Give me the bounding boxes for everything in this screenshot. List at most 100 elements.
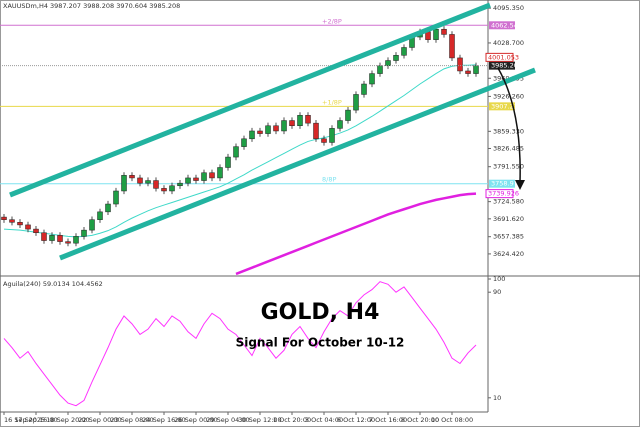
level-value: 4062.54: [491, 21, 518, 29]
y-tick-label: 4028.700: [493, 39, 524, 47]
ma-box: [485, 189, 514, 199]
candle-body: [393, 55, 399, 61]
candle-body: [257, 130, 263, 134]
candle-body: [25, 224, 31, 230]
overlay-subtitle: Signal For October 10-12: [236, 336, 405, 350]
last-price-label: 3985.208: [491, 62, 522, 70]
indicator-title: Aguila(240) 59.0134 104.4562: [3, 280, 103, 288]
candle-body: [313, 122, 319, 140]
candle-body: [457, 57, 463, 72]
x-tick-label: 24 Sep 16:00: [142, 416, 185, 424]
candle-body: [217, 167, 223, 179]
y-tick-label: 100: [493, 275, 505, 283]
candle-body: [449, 34, 455, 59]
candle-body: [361, 83, 367, 95]
candle-body: [337, 120, 343, 129]
last-price-box: [489, 61, 515, 70]
candle-body: [65, 241, 71, 244]
level-value: 3907.21: [491, 102, 518, 110]
candle-body: [441, 28, 447, 35]
level-box: [489, 102, 515, 111]
x-tick-label: 16 Sep 2025: [4, 416, 45, 424]
candle-body: [89, 219, 95, 231]
candle-body: [329, 128, 335, 143]
candle-body: [473, 65, 479, 74]
candle-body: [289, 120, 295, 127]
y-tick-label: 10: [493, 394, 501, 402]
price-marker-label: 4001.053: [488, 53, 519, 61]
candle-body: [297, 115, 303, 127]
arrow-head: [515, 180, 525, 190]
moving-average: [235, 192, 477, 276]
candle-body: [145, 180, 151, 184]
candle-body: [57, 235, 63, 242]
y-tick-label: 3926.260: [493, 92, 524, 100]
x-tick-label: 17 Sep 16:00: [14, 416, 57, 424]
candle-body: [273, 125, 279, 132]
candle-body: [33, 228, 39, 233]
candle-body: [433, 28, 439, 40]
candle-body: [241, 138, 247, 147]
x-tick-label: 18 Sep 20:00: [46, 416, 89, 424]
candle-body: [345, 109, 351, 121]
candle-body: [41, 232, 47, 241]
y-tick-label: 3826.485: [493, 144, 524, 152]
x-tick-label: 30 Sep 12:00: [238, 416, 281, 424]
level-box: [489, 179, 515, 188]
candle-body: [121, 175, 127, 192]
x-tick-label: 29 Sep 04:00: [206, 416, 249, 424]
x-tick-label: 1 Oct 20:00: [273, 416, 311, 424]
candle-body: [281, 120, 287, 132]
candle-body: [137, 177, 143, 184]
candle-body: [169, 185, 175, 192]
candle-body: [353, 94, 359, 111]
candle-body: [153, 180, 159, 189]
candle-body: [233, 146, 239, 158]
x-tick-label: 10 Oct 08:00: [431, 416, 473, 424]
candle-body: [129, 175, 135, 179]
y-tick-label: 3624.420: [493, 250, 524, 258]
candle-body: [369, 73, 375, 85]
level-name: +1/8P: [322, 98, 342, 106]
candle-body: [1, 216, 7, 220]
y-tick-label: 3859.330: [493, 127, 524, 135]
candle-body: [385, 60, 391, 66]
candle-body: [185, 177, 191, 184]
y-tick-label: 4095.350: [493, 4, 524, 12]
channel-lower: [59, 67, 536, 261]
x-tick-label: 23 Sep 08:00: [110, 416, 153, 424]
y-tick-label: 3657.385: [493, 233, 524, 241]
level-value: 3758.97: [491, 180, 518, 188]
x-tick-label: 22 Sep 00:00: [78, 416, 121, 424]
ma-label: 3739.926: [488, 190, 519, 198]
candle-body: [249, 130, 255, 140]
plot-area: 4095.3504028.7003960.9953926.2603859.330…: [0, 4, 524, 424]
candle-body: [9, 219, 15, 223]
candle-body: [49, 235, 55, 241]
forecast-arrow: [497, 67, 521, 183]
level-name: +2/8P: [322, 17, 342, 25]
x-tick-label: 3 Oct 04:00: [305, 416, 343, 424]
candle-body: [401, 47, 407, 56]
candle-body: [177, 182, 183, 187]
y-tick-label: 3791.550: [493, 163, 524, 171]
candle-body: [305, 115, 311, 124]
price-marker-box: [485, 52, 514, 62]
level-name: 8/8P: [322, 176, 336, 184]
channel-upper: [9, 2, 491, 198]
candle-body: [97, 211, 103, 220]
candle-body: [17, 222, 23, 226]
candle-body: [425, 31, 431, 40]
oscillator-line: [3, 281, 477, 407]
y-tick-label: 3724.580: [493, 198, 524, 206]
candle-body: [81, 229, 87, 237]
y-tick-label: 3691.620: [493, 215, 524, 223]
level-box: [489, 21, 515, 30]
symbol-info: XAUUSDm,H4 3987.207 3988.208 3970.604 39…: [3, 2, 180, 10]
candle-body: [73, 236, 79, 244]
x-tick-label: 7 Oct 16:00: [369, 416, 407, 424]
candle-body: [209, 172, 215, 179]
